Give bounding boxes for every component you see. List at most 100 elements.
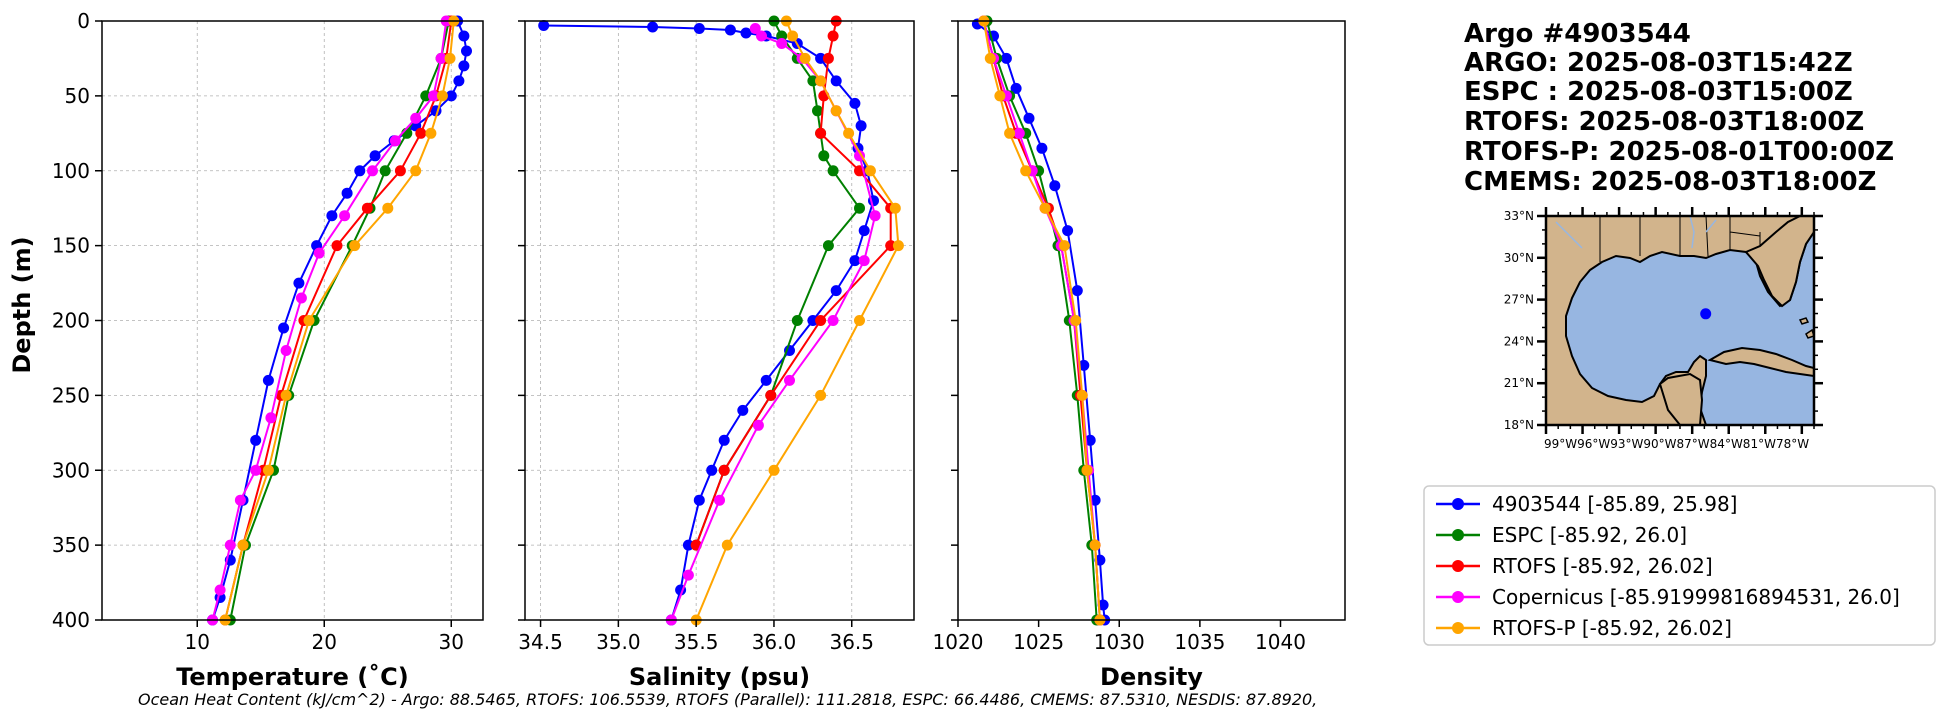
data-point — [984, 52, 996, 64]
info-espc-time: ESPC : 2025-08-03T15:00Z — [1464, 77, 1853, 107]
x-tick-label: 30 — [439, 630, 464, 654]
data-point — [706, 464, 718, 476]
data-point — [1020, 165, 1032, 177]
map-lat-label: 30°N — [1504, 251, 1534, 265]
data-point — [1010, 82, 1022, 94]
y-tick-label: 0 — [77, 9, 90, 33]
data-point — [818, 150, 830, 162]
map-ticks — [1537, 207, 1823, 434]
data-point — [812, 105, 823, 117]
x-tick-label: 34.5 — [518, 630, 563, 654]
x-tick-label: 1020 — [933, 630, 984, 654]
data-point — [234, 494, 246, 506]
data-point — [807, 75, 819, 87]
legend-label: RTOFS-P [-85.92, 26.02] — [1492, 616, 1732, 640]
data-point — [765, 389, 777, 401]
data-point — [369, 150, 381, 162]
data-point — [815, 315, 827, 326]
panel-3: 1020 1025 1030 1035 1040 Density — [933, 15, 1346, 691]
data-point — [278, 322, 290, 334]
series-line — [224, 20, 455, 621]
data-point — [265, 412, 277, 424]
series-line — [229, 20, 450, 621]
data-point — [436, 90, 448, 102]
data-point — [1070, 315, 1082, 326]
data-point — [280, 345, 292, 356]
data-point — [843, 127, 855, 139]
data-point — [827, 165, 839, 177]
data-point — [410, 112, 422, 124]
info-rtofs-time: RTOFS: 2025-08-03T18:00Z — [1464, 107, 1864, 137]
panel-2: 34.5 35.0 35.5 36.0 36.5 Salinity (psu) — [518, 15, 915, 691]
y-tick-label: 150 — [52, 234, 90, 258]
data-point — [864, 165, 876, 177]
data-point — [682, 539, 694, 551]
map-lat-labels: 33°N 30°N 27°N 24°N 21°N 18°N — [1504, 209, 1534, 432]
data-point — [444, 52, 456, 64]
data-point — [262, 374, 274, 386]
x-tick-label: 1030 — [1094, 630, 1145, 654]
data-point — [341, 187, 353, 199]
legend-item: 4903544 [-85.89, 25.98] — [1436, 492, 1737, 516]
data-point — [827, 30, 839, 42]
data-point — [415, 127, 427, 139]
data-point — [313, 247, 325, 259]
info-title: Argo #4903544 — [1464, 19, 1691, 49]
data-point — [1036, 142, 1048, 154]
data-point — [855, 120, 867, 132]
map-lat-label: 24°N — [1504, 334, 1534, 348]
data-point — [718, 434, 730, 446]
data-point — [892, 240, 904, 252]
y-tick-label: 200 — [52, 309, 90, 333]
data-point — [1089, 539, 1101, 551]
x-tick-label: 36.0 — [752, 630, 797, 654]
map-lat-label: 33°N — [1504, 209, 1534, 223]
data-point — [1076, 389, 1088, 401]
data-point — [830, 105, 842, 117]
data-point — [799, 52, 811, 64]
x-tick-label: 36.5 — [829, 630, 874, 654]
data-point — [830, 75, 842, 87]
series-rtofs — [690, 15, 897, 551]
legend-swatch-marker — [1452, 498, 1464, 510]
data-point — [858, 225, 870, 237]
map-state-borders — [1599, 216, 1761, 262]
data-point — [461, 45, 472, 57]
map-rivers — [1555, 216, 1717, 249]
legend-item: Copernicus [-85.91999816894531, 26.0] — [1436, 585, 1900, 609]
data-point — [445, 90, 457, 102]
legend-label: ESPC [-85.92, 26.0] — [1492, 523, 1687, 547]
series-copernicus — [207, 15, 452, 626]
argo-location-marker — [1700, 308, 1712, 320]
data-point — [224, 539, 236, 551]
ohc-footer: Ocean Heat Content (kJ/cm^2) - Argo: 88.… — [138, 690, 1317, 709]
data-point — [994, 90, 1006, 102]
data-point — [349, 240, 361, 252]
info-block: Argo #4903544 ARGO: 2025-08-03T15:42Z ES… — [1464, 19, 1894, 197]
data-point — [724, 24, 736, 36]
data-point — [435, 52, 447, 64]
series-line — [224, 20, 453, 621]
data-point — [1049, 180, 1061, 192]
x-tick-label: 10 — [185, 630, 210, 654]
series-rtofs-p — [690, 15, 904, 626]
data-point — [776, 38, 788, 49]
data-point — [827, 315, 839, 326]
data-point — [858, 255, 870, 267]
map-lon-labels: 99°W96°W93°W90°W87°W84°W81°W78°W — [1544, 437, 1809, 451]
legend-swatch-marker — [1452, 591, 1464, 603]
legend-label: RTOFS [-85.92, 26.02] — [1492, 554, 1713, 578]
data-point — [1058, 240, 1070, 252]
data-point — [379, 165, 391, 177]
y-tick-label: 250 — [52, 383, 90, 407]
legend-label: Copernicus [-85.91999816894531, 26.0] — [1492, 585, 1900, 609]
series-line — [982, 20, 1101, 621]
data-point — [889, 202, 901, 214]
map-land-bahamas — [1798, 317, 1814, 339]
data-point — [326, 210, 338, 222]
legend-swatch-marker — [1452, 529, 1464, 541]
data-point — [714, 494, 725, 506]
legend-item: RTOFS [-85.92, 26.02] — [1436, 554, 1713, 578]
